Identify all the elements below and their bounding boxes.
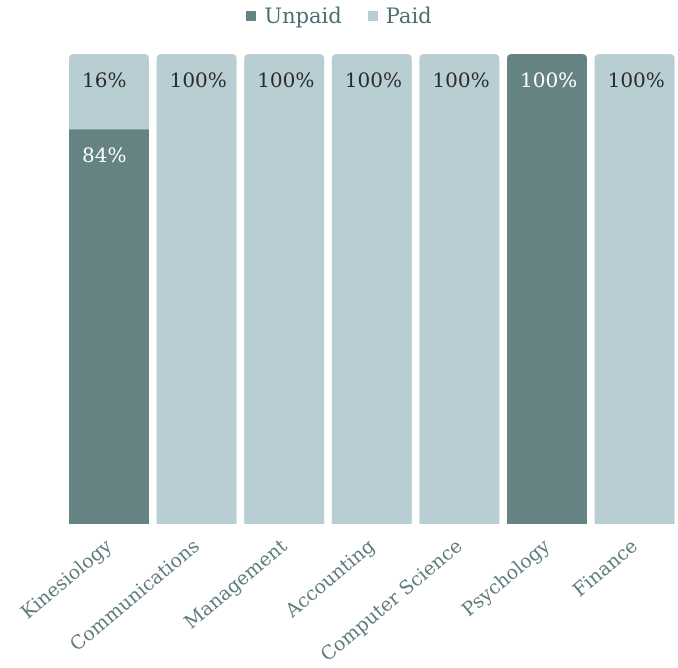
data-label-kinesiology-unpaid: 84% <box>82 143 126 167</box>
legend-item-paid[interactable]: Paid <box>367 4 432 28</box>
bar-management-paid[interactable] <box>244 54 325 524</box>
data-label-finance-paid: 100% <box>608 68 665 92</box>
legend: Unpaid Paid <box>0 4 678 28</box>
data-label-psychology-unpaid: 100% <box>520 68 577 92</box>
bar-kinesiology-paid[interactable] <box>69 54 149 130</box>
x-tick-label-finance: Finance <box>569 535 642 601</box>
data-label-management-paid: 100% <box>257 68 314 92</box>
data-label-accounting-paid: 100% <box>345 68 402 92</box>
bar-kinesiology-unpaid[interactable] <box>69 129 149 524</box>
bar-accounting-paid[interactable] <box>331 54 412 524</box>
x-tick-label-psychology: Psychology <box>458 535 555 621</box>
legend-label-unpaid: Unpaid <box>264 4 342 28</box>
legend-item-unpaid[interactable]: Unpaid <box>246 4 342 28</box>
bar-finance-paid[interactable] <box>594 54 675 524</box>
bar-psychology-unpaid[interactable] <box>507 54 587 524</box>
data-label-computer-science-paid: 100% <box>432 68 489 92</box>
legend-swatch-unpaid <box>246 11 257 21</box>
legend-label-paid: Paid <box>385 4 432 28</box>
bar-communications-paid[interactable] <box>156 54 237 524</box>
legend-swatch-paid <box>367 11 378 21</box>
bar-computer-science-paid[interactable] <box>419 54 500 524</box>
data-label-kinesiology-paid: 16% <box>82 68 126 92</box>
data-label-communications-paid: 100% <box>170 68 227 92</box>
x-tick-label-computer-science: Computer Science <box>316 535 466 666</box>
